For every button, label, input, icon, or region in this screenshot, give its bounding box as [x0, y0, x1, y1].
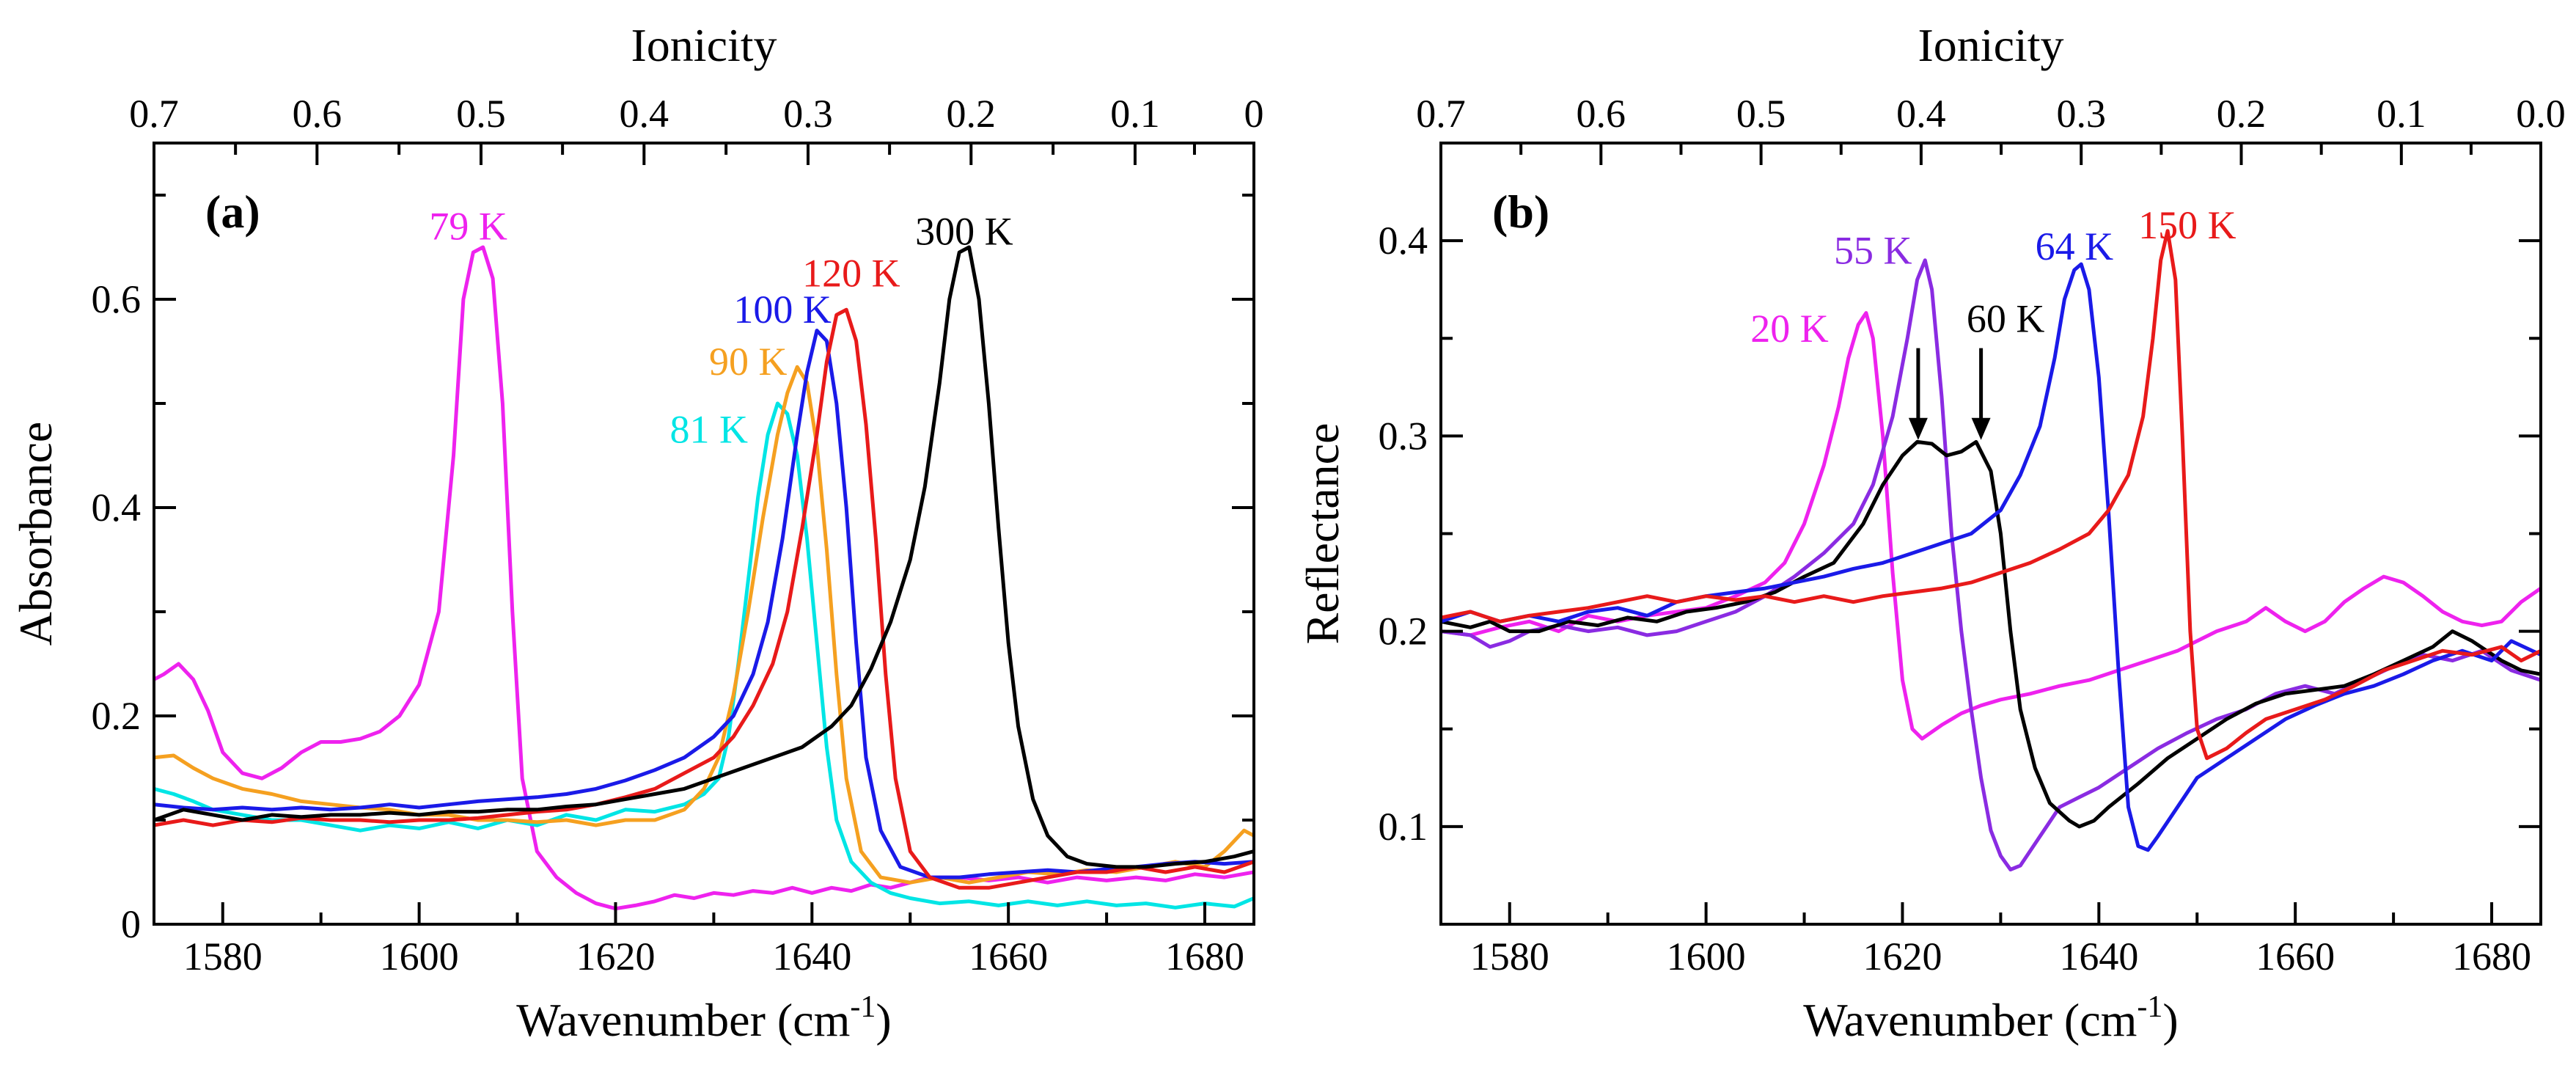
series-label-79k: 79 K: [429, 205, 507, 249]
top-tick-label: 0.6: [293, 92, 342, 136]
x-axis-title-close: ): [876, 994, 891, 1046]
series-label-60k: 60 K: [1967, 297, 2045, 341]
series-label-120k: 120 K: [802, 252, 900, 296]
top-tick-label: 0.3: [2056, 92, 2106, 136]
series-line-100k: [154, 329, 1254, 879]
x-axis-title-main: Wavenumber (cm: [516, 994, 850, 1046]
series-line-150k: [1441, 229, 2541, 761]
series-label-20k: 20 K: [1750, 307, 1829, 351]
arrow-head: [1971, 417, 1991, 440]
x-tick-label: 1600: [380, 934, 459, 979]
series-line-81k: [154, 401, 1254, 910]
x-tick-label: 1680: [2452, 934, 2531, 979]
top-tick-label: 0.7: [1416, 92, 1466, 136]
series-line-120k: [154, 307, 1254, 890]
x-axis-title-main: Wavenumber (cm: [1803, 994, 2137, 1046]
series-label-55k: 55 K: [1834, 228, 1912, 272]
y-axis-title: Reflectance: [1296, 423, 1348, 645]
top-axis-title: Ionicity: [1918, 19, 2063, 71]
series-line-300k: [154, 245, 1254, 869]
top-tick-label: 0.1: [1110, 92, 1160, 136]
x-axis-title-sup: -1: [2137, 990, 2162, 1024]
x-tick-label: 1620: [576, 934, 655, 979]
top-tick-label: 0.3: [783, 92, 833, 136]
y-tick-label: 0.4: [92, 486, 142, 530]
x-tick-label: 1640: [772, 934, 851, 979]
y-tick-label: 0.2: [92, 694, 142, 738]
panel-label: (b): [1492, 186, 1549, 238]
top-tick-label: 0.7: [129, 92, 179, 136]
top-tick-label: 0.2: [947, 92, 997, 136]
y-tick-label: 0.3: [1379, 414, 1428, 458]
top-tick-label: 0.6: [1577, 92, 1626, 136]
top-tick-label: 0.5: [1736, 92, 1786, 136]
series-label-100k: 100 K: [733, 288, 832, 332]
x-axis-title-close: ): [2162, 994, 2178, 1046]
panel-label: (a): [205, 186, 260, 238]
series-label-64k: 64 K: [2036, 224, 2114, 268]
top-tick-label: 0.5: [456, 92, 506, 136]
y-tick-label: 0.2: [1379, 610, 1428, 654]
plot-frame: [153, 142, 1255, 926]
series-line-55k: [1441, 258, 2541, 871]
x-tick-label: 1640: [2059, 934, 2138, 979]
series-group: [1441, 229, 2541, 871]
series-label-90k: 90 K: [709, 340, 788, 384]
top-tick-label: 0.0: [2516, 92, 2566, 136]
arrow-head: [1908, 417, 1928, 440]
top-tick-label: 0.1: [2377, 92, 2426, 136]
top-tick-label: 0.4: [620, 92, 669, 136]
top-tick-label: 0: [1244, 92, 1264, 136]
series-line-60k: [1441, 439, 2541, 829]
x-tick-label: 1660: [2256, 934, 2335, 979]
plot-frame: [1439, 142, 2542, 926]
x-axis-title-sup: -1: [850, 990, 876, 1024]
x-tick-label: 1660: [969, 934, 1048, 979]
y-tick-label: 0.1: [1379, 805, 1428, 849]
top-axis-title: Ionicity: [631, 19, 777, 71]
panel-a: 1580 1600 1620 1640 1660 1680 0 0.2 0.4 0.6 0.7 0.6…: [10, 19, 1264, 1046]
x-tick-label: 1620: [1863, 934, 1942, 979]
panel-b: 1580 1600 1620 1640 1660 1680 0.1 0.2 0.3 0.4 0.7 0…: [1296, 19, 2566, 1046]
top-tick-label: 0.2: [2217, 92, 2267, 136]
x-tick-label: 1680: [1165, 934, 1244, 979]
x-axis-title: Wavenumber (cm-1): [1803, 990, 2178, 1046]
y-tick-label: 0.6: [92, 277, 142, 321]
series-group: [154, 245, 1254, 911]
x-tick-label: 1580: [183, 934, 263, 979]
x-axis-title: Wavenumber (cm-1): [516, 990, 891, 1046]
series-label-150k: 150 K: [2138, 203, 2236, 247]
y-axis-title: Absorbance: [10, 422, 62, 646]
top-tick-label: 0.4: [1896, 92, 1946, 136]
x-tick-label: 1600: [1667, 934, 1746, 979]
y-tick-label: 0.4: [1379, 219, 1428, 263]
series-label-81k: 81 K: [669, 408, 748, 452]
series-line-64k: [1441, 262, 2541, 852]
x-tick-label: 1580: [1470, 934, 1549, 979]
y-tick-label: 0: [121, 902, 141, 946]
series-label-300k: 300 K: [915, 210, 1013, 254]
